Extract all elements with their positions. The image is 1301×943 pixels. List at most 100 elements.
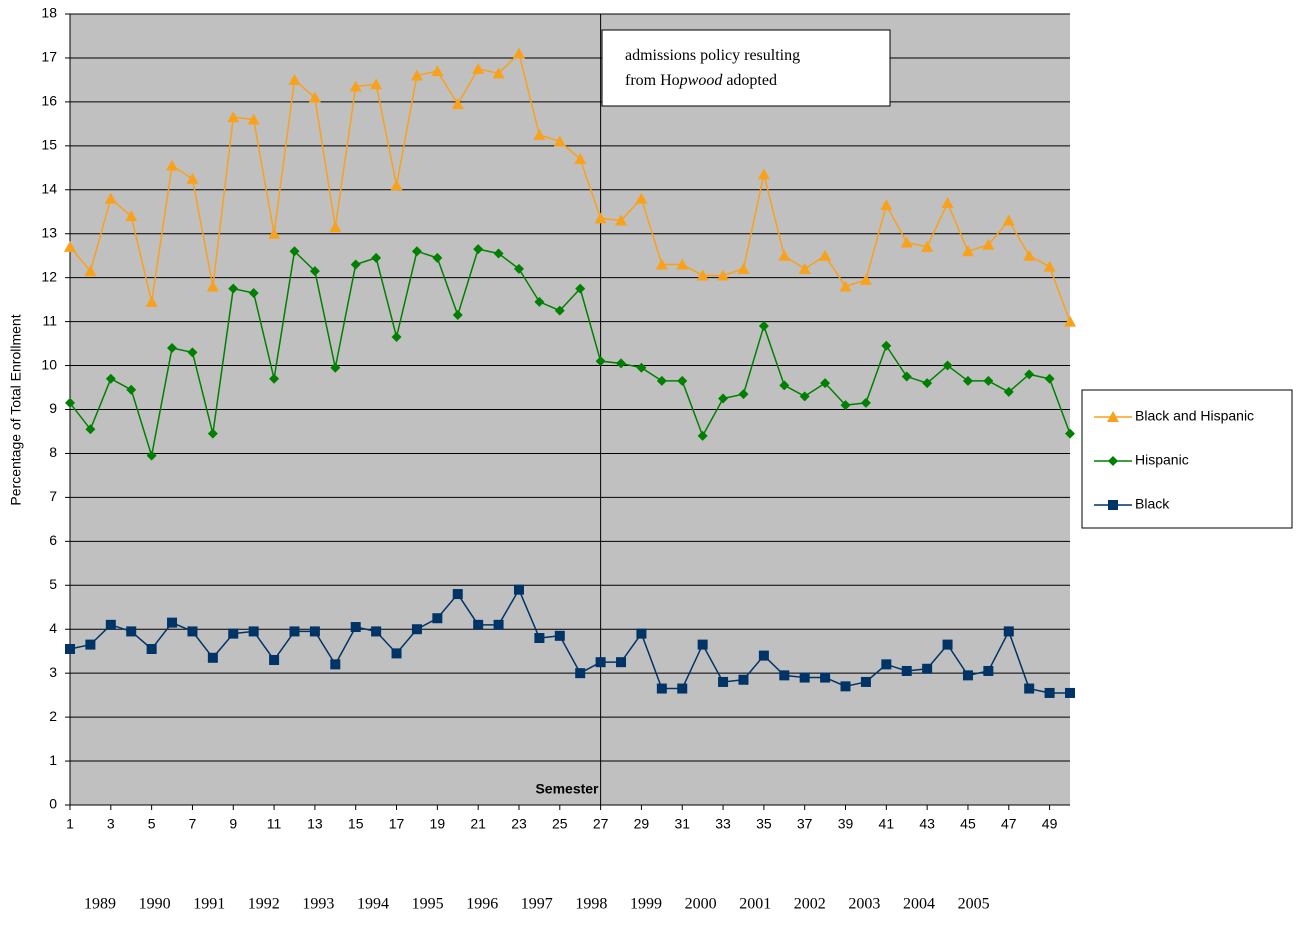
year-label: 1997 [521,896,553,913]
marker [881,659,892,670]
year-label: 1999 [630,896,662,913]
marker [126,384,137,395]
marker [1003,386,1014,397]
year-label: 1993 [302,896,334,913]
y-tick-label: 2 [49,708,57,724]
marker [493,248,504,259]
x-tick-label: 31 [674,816,690,832]
marker [308,91,321,103]
marker [738,674,749,685]
marker [840,681,851,692]
x-tick-label: 33 [715,816,731,832]
marker [125,210,138,222]
marker [860,397,871,408]
marker [922,663,933,674]
marker [390,179,403,191]
marker [247,113,260,125]
x-tick-label: 47 [1001,816,1017,832]
y-tick-label: 4 [49,620,57,636]
marker [167,342,178,353]
y-tick-label: 15 [41,137,57,153]
marker [799,391,810,402]
marker [758,650,769,661]
marker [432,613,443,624]
marker [900,236,913,248]
marker [922,378,933,389]
annotation-segment: adopted [722,72,777,89]
y-tick-label: 17 [41,49,57,65]
marker [656,375,667,386]
x-tick-label: 3 [107,816,115,832]
marker [738,389,749,400]
x-tick-label: 17 [389,816,405,832]
year-label: 1990 [139,896,171,913]
marker [697,430,708,441]
year-label: 2003 [848,896,880,913]
marker [635,192,648,204]
marker [371,252,382,263]
marker [942,639,953,650]
marker [942,360,953,371]
y-axis-title: Percentage of Total Enrollment [8,314,24,505]
marker [330,362,341,373]
y-tick-label: 9 [49,400,57,416]
marker [1003,626,1014,637]
year-label: 2000 [685,896,717,913]
x-tick-label: 35 [756,816,772,832]
marker [779,670,790,681]
marker [187,626,198,637]
marker [881,340,892,351]
x-tick-label: 13 [307,816,323,832]
marker [84,265,97,277]
marker [778,249,791,261]
marker [757,168,770,180]
x-tick-label: 11 [267,816,282,832]
marker [492,67,505,79]
marker [982,238,995,250]
year-label: 1995 [412,896,444,913]
marker [553,135,566,147]
y-tick-label: 3 [49,664,57,680]
y-tick-label: 0 [49,796,57,812]
y-tick-label: 12 [41,268,57,284]
marker [798,262,811,274]
marker [472,62,485,74]
x-tick-label: 25 [552,816,568,832]
marker [820,378,831,389]
marker [166,159,179,171]
marker [391,331,402,342]
marker [309,266,320,277]
x-tick-label: 19 [430,816,446,832]
marker [921,240,934,252]
marker [126,626,137,637]
marker [309,626,320,637]
marker [860,676,871,687]
x-tick-label: 41 [879,816,895,832]
marker [717,269,730,281]
marker [718,393,729,404]
marker [534,296,545,307]
marker [227,111,240,123]
x-tick-label: 49 [1042,816,1058,832]
x-tick-label: 5 [148,816,156,832]
marker [839,280,852,292]
marker [187,347,198,358]
marker [799,672,810,683]
marker [431,65,444,77]
y-tick-label: 11 [42,312,57,328]
annotation-segment: pwood [679,72,724,89]
marker [574,153,587,165]
marker [206,280,219,292]
y-tick-label: 5 [49,576,57,592]
marker [391,648,402,659]
marker [289,246,300,257]
x-tick-label: 1 [66,816,74,832]
marker [411,624,422,635]
year-label: 1989 [84,896,116,913]
marker [676,258,689,270]
marker [901,371,912,382]
marker [473,244,484,255]
marker [554,305,565,316]
marker [1044,687,1055,698]
marker [655,258,668,270]
